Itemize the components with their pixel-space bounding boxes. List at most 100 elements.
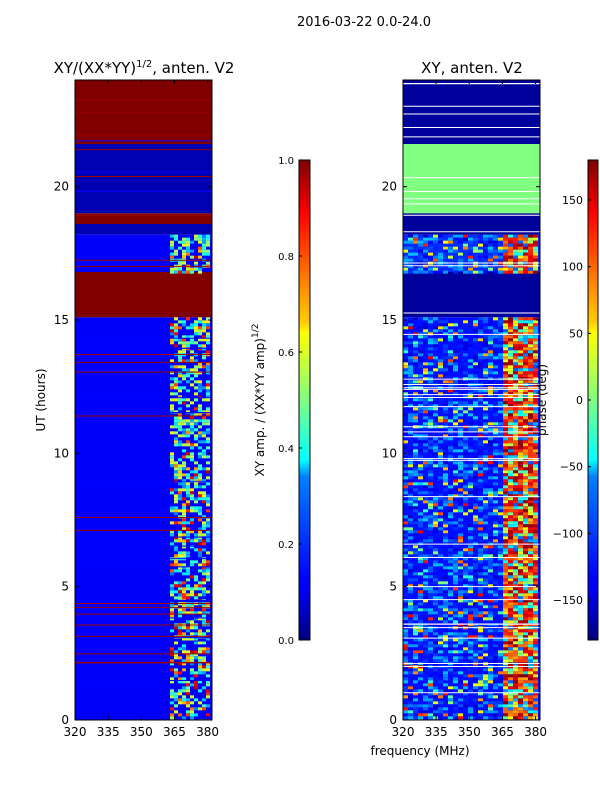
heatmap-cell xyxy=(523,707,528,711)
heatmap-cell xyxy=(528,326,533,330)
heatmap-cell xyxy=(174,392,179,396)
heatmap-cell xyxy=(478,473,483,477)
heatmap-cell xyxy=(174,674,179,678)
heatmap-cell xyxy=(533,488,538,492)
heatmap-cell xyxy=(473,437,478,441)
heatmap-cell xyxy=(518,668,523,672)
heatmap-cell xyxy=(498,512,503,516)
heatmap-cell xyxy=(174,377,179,381)
heatmap-cell xyxy=(194,671,199,675)
heatmap-cell xyxy=(453,644,458,648)
heatmap-cell xyxy=(533,332,538,336)
heatmap-cell xyxy=(503,446,508,450)
heatmap-cell xyxy=(483,317,488,321)
heatmap-cell xyxy=(182,270,187,274)
heatmap-cell xyxy=(508,659,513,663)
panel-2-heatmap xyxy=(403,80,540,720)
heatmap-cell xyxy=(186,267,191,271)
heatmap-cell xyxy=(508,371,513,375)
heatmap-cell xyxy=(533,392,538,396)
heatmap-cell xyxy=(468,689,473,693)
heatmap-cell xyxy=(433,635,438,639)
heatmap-cell xyxy=(463,452,468,456)
heatmap-cell xyxy=(503,668,508,672)
heatmap-cell xyxy=(423,608,428,612)
heatmap-cell xyxy=(198,249,203,253)
heatmap-cell xyxy=(190,638,195,642)
heatmap-cell xyxy=(503,395,508,399)
heatmap-cell xyxy=(174,668,179,672)
heatmap-cell xyxy=(483,608,488,612)
heatmap-cell xyxy=(453,509,458,513)
heatmap-cell xyxy=(418,521,423,525)
heatmap-cell xyxy=(433,413,438,417)
heatmap-cell xyxy=(523,237,528,241)
heatmap-cell xyxy=(182,608,187,612)
heatmap-cell xyxy=(190,626,195,630)
heatmap-cell xyxy=(174,329,179,333)
heatmap-cell xyxy=(178,611,183,615)
heatmap-cell xyxy=(493,467,498,471)
heatmap-cell xyxy=(518,491,523,495)
heatmap-cell xyxy=(170,563,175,567)
heatmap-cell xyxy=(468,611,473,615)
heatmap-cell xyxy=(206,503,211,507)
heatmap-cell xyxy=(533,476,538,480)
heatmap-cell xyxy=(518,479,523,483)
heatmap-cell xyxy=(503,536,508,540)
heatmap-cell xyxy=(528,255,533,259)
heatmap-cell xyxy=(518,488,523,492)
heatmap-cell xyxy=(174,554,179,558)
heatmap-cell xyxy=(523,587,528,591)
heatmap-cell xyxy=(483,677,488,681)
heatmap-cell xyxy=(518,326,523,330)
heatmap-cell xyxy=(468,614,473,618)
heatmap-cell xyxy=(182,644,187,648)
heatmap-cell xyxy=(428,704,433,708)
heatmap-cell xyxy=(528,617,533,621)
heatmap-cell xyxy=(513,713,518,717)
heatmap-cell xyxy=(528,566,533,570)
heatmap-cell xyxy=(198,632,203,636)
heatmap-cell xyxy=(448,638,453,642)
heatmap-cell xyxy=(468,602,473,606)
heatmap-cell xyxy=(503,593,508,597)
heatmap-cell xyxy=(182,581,187,585)
heatmap-cell xyxy=(194,392,199,396)
heatmap-cell xyxy=(408,620,413,624)
heatmap-cell xyxy=(508,252,513,256)
heatmap-cell xyxy=(513,530,518,534)
heatmap-cell xyxy=(186,584,191,588)
heatmap-cell xyxy=(182,249,187,253)
heatmap-cell xyxy=(523,512,528,516)
heatmap-cell xyxy=(473,476,478,480)
heatmap-cell xyxy=(528,638,533,642)
heatmap-cell xyxy=(194,497,199,501)
heatmap-cell xyxy=(408,320,413,324)
heatmap-cell xyxy=(523,584,528,588)
heatmap-cell xyxy=(448,455,453,459)
heatmap-cell xyxy=(198,536,203,540)
heatmap-cell xyxy=(508,713,513,717)
heatmap-cell xyxy=(523,326,528,330)
heatmap-cell xyxy=(428,629,433,633)
heatmap-cell xyxy=(448,704,453,708)
heatmap-cell xyxy=(508,515,513,519)
heatmap-cell xyxy=(533,713,538,717)
heatmap-cell xyxy=(170,695,175,699)
heatmap-cell xyxy=(483,668,488,672)
heatmap-cell xyxy=(528,704,533,708)
heatmap-cell xyxy=(518,249,523,253)
heatmap-cell xyxy=(488,368,493,372)
heatmap-cell xyxy=(448,647,453,651)
heatmap-cell xyxy=(478,602,483,606)
heatmap-cell xyxy=(202,500,207,504)
colorbar-tick-label: −50 xyxy=(560,461,583,474)
heatmap-cell xyxy=(206,647,211,651)
heatmap-cell xyxy=(498,335,503,339)
heatmap-cell xyxy=(182,431,187,435)
heatmap-cell xyxy=(473,371,478,375)
heatmap-cell xyxy=(170,252,175,256)
heatmap-cell xyxy=(518,509,523,513)
heatmap-cell xyxy=(478,347,483,351)
